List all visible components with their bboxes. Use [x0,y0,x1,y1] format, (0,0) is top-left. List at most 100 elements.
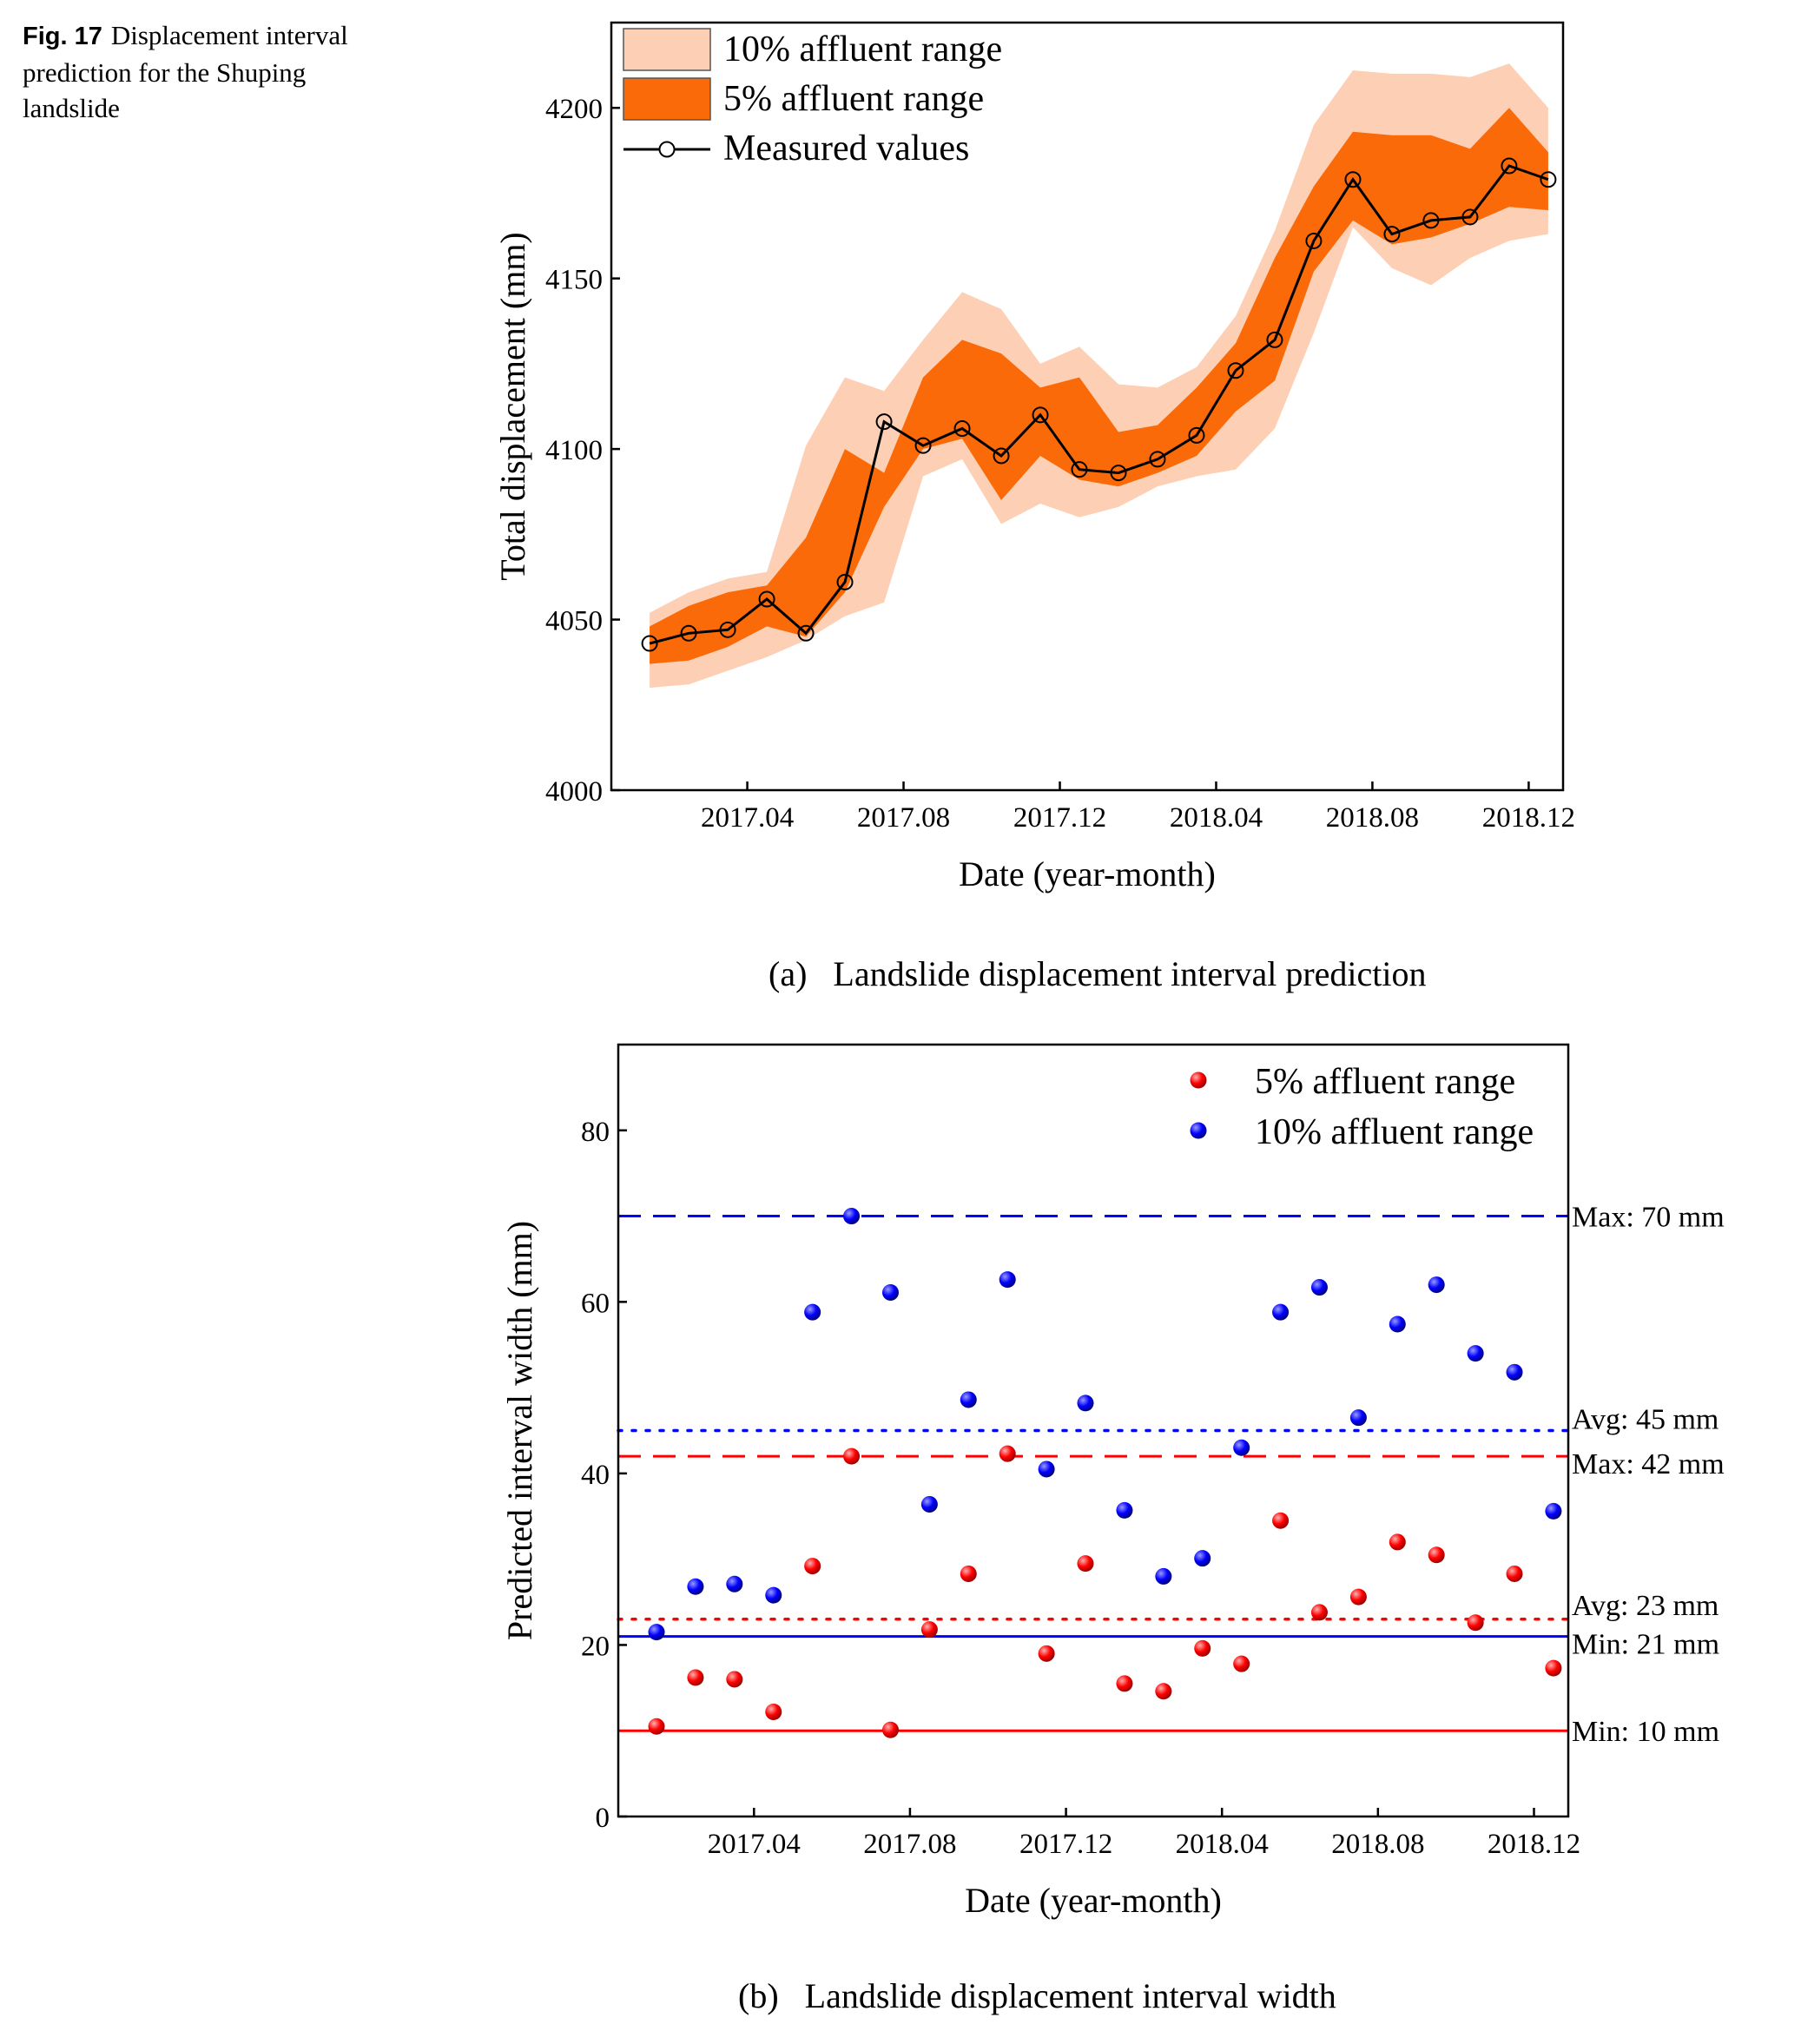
legend-swatch-10pct [623,28,711,71]
scatter-point [1506,1565,1523,1582]
measured-point [1227,362,1244,379]
measured-point [1383,226,1401,243]
legend-swatch-measured-point [658,141,676,158]
scatter-point [1077,1555,1094,1573]
scatter-point [960,1391,977,1408]
band-5pct [650,108,1548,664]
b-x-tick-label: 2018.04 [1176,1829,1269,1860]
b-x-tick-label: 2017.12 [1019,1829,1112,1860]
a-y-tick-label: 4200 [545,94,603,125]
chart-interval-width: Max: 70 mm Avg: 45 mm Max: 42 mm Avg: 23 mm… [500,1043,1725,1920]
a-y-axis-label: Total displacement (mm) [493,232,532,581]
b-y-tick-label: 20 [581,1631,610,1662]
ref-line-label: Min: 21 mm [1572,1629,1719,1661]
measured-point [993,447,1010,465]
a-y-tick-label: 4100 [545,435,603,466]
b-x-tick-label: 2017.04 [708,1829,801,1860]
measured-point [1344,171,1362,188]
scatter-point [1310,1604,1328,1621]
figure-caption: Fig. 17 Displacement interval prediction … [23,17,405,126]
scatter-point [1310,1279,1328,1296]
measured-point [1188,426,1205,444]
scatter-point [1349,1588,1367,1606]
scatter-point [1194,1639,1211,1657]
a-x-axis-label: Date (year-month) [959,854,1216,893]
legend-entry: 5% affluent range [723,79,984,119]
a-x-tick-label: 2017.12 [1013,802,1106,834]
scatter-point [648,1624,665,1641]
ref-line-label: Min: 10 mm [1572,1716,1719,1748]
panel-b-title: Landslide displacement interval width [804,1976,1336,2015]
legend-marker [1190,1122,1207,1139]
scatter-point [881,1283,899,1301]
scatter-point [687,1578,704,1595]
figure-number: Fig. 17 [23,23,102,50]
measured-point [1501,157,1518,175]
ref-line-label: Avg: 23 mm [1572,1590,1719,1622]
b-x-tick-label: 2018.12 [1488,1829,1580,1860]
scatter-point [843,1208,861,1225]
measured-point [836,573,854,590]
scatter-point [648,1718,665,1735]
measured-point [875,413,893,431]
a-x-tick-label: 2017.04 [701,802,794,834]
scatter-point [1116,1675,1133,1692]
measured-point [797,624,815,642]
scatter-point [843,1447,861,1465]
scatter-point [804,1303,821,1321]
scatter-point [881,1721,899,1738]
b-x-axis-label: Date (year-month) [965,1881,1222,1920]
scatter-point [765,1586,782,1604]
scatter-point [1155,1567,1172,1585]
scatter-point [920,1495,938,1513]
scatter-point [1116,1501,1133,1519]
b-x-tick-label: 2018.08 [1331,1829,1424,1860]
scatter-point [999,1271,1016,1289]
scatter-point [1038,1645,1055,1662]
scatter-point [1272,1303,1290,1321]
panel-b-caption: (b) Landslide displacement interval widt… [738,1975,1336,2016]
measured-point [914,437,932,454]
ref-line-label: Max: 70 mm [1572,1202,1725,1234]
scatter-point [1349,1409,1367,1427]
b-x-tick-label: 2017.08 [863,1829,956,1860]
scatter-point [1467,1345,1484,1362]
scatter-point [1506,1363,1523,1381]
scatter-point [726,1575,743,1592]
a-y-tick-label: 4000 [545,776,603,808]
panel-b-label: (b) [738,1976,779,2015]
scatter-point [765,1703,782,1720]
scatter-point [1038,1460,1055,1478]
measured-point [641,635,658,652]
legend-swatch-5pct [623,77,711,121]
scatter-point [1233,1439,1250,1456]
measured-point [719,621,736,638]
legend-marker [1190,1071,1207,1089]
a-x-tick-label: 2018.12 [1482,802,1575,834]
a-x-tick-label: 2017.08 [857,802,950,834]
scatter-point [1389,1533,1406,1551]
b-y-tick-label: 60 [581,1288,610,1319]
figure-caption-text: Displacement interval prediction for the… [23,20,348,123]
scatter-point [1077,1395,1094,1412]
measured-point [1305,232,1323,249]
panel-a-label: (a) [769,954,808,993]
a-x-tick-label: 2018.08 [1326,802,1419,834]
b-plot-frame [617,1043,1570,1818]
measured-point [1032,406,1049,424]
ref-line-label: Max: 42 mm [1572,1448,1725,1480]
measured-point [758,590,775,608]
measured-point [1149,451,1166,468]
scatter-point [999,1445,1016,1462]
scatter-point [1428,1276,1445,1294]
scatter-point [804,1558,821,1575]
scatter-point [920,1621,938,1638]
scatter-point [1389,1315,1406,1333]
measured-point [1110,465,1127,482]
scatter-point [1545,1659,1562,1677]
ref-line-label: Avg: 45 mm [1572,1404,1719,1436]
measured-point [1422,212,1440,229]
panel-a-caption: (a) Landslide displacement interval pred… [769,953,1427,994]
scatter-point [960,1565,977,1582]
